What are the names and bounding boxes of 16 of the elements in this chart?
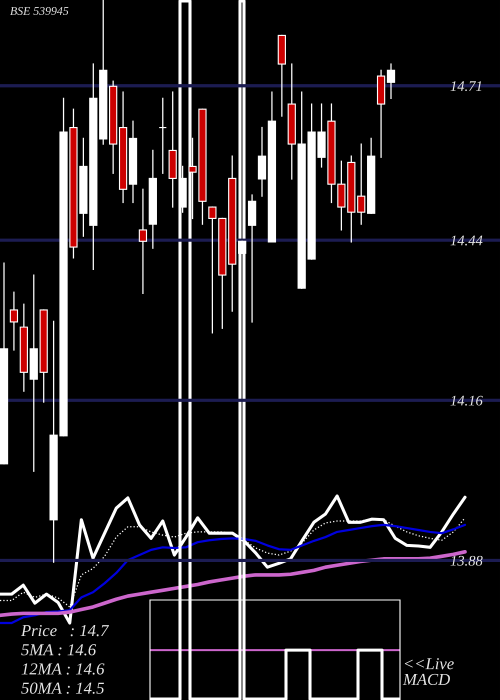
- annotation: 5MA : 14.6: [21, 644, 96, 656]
- annotation: 12MA : 14.6: [22, 663, 104, 675]
- candlestick: [188, 138, 197, 220]
- candlestick: [138, 188, 148, 294]
- candlestick: [10, 292, 18, 351]
- y-tick-label: 13.88: [450, 556, 483, 566]
- y-tick-label: 14.71: [450, 81, 482, 92]
- annotation: Price : 14.7: [20, 624, 110, 636]
- y-tick-label: 14.44: [450, 236, 482, 246]
- candlestick: [258, 126, 266, 197]
- candlestick: [386, 63, 396, 99]
- candlestick: [158, 98, 167, 174]
- annotation: 50MA : 14.5: [21, 682, 104, 694]
- chart-title: BSE 539945: [10, 7, 68, 15]
- y-tick-label: 14.16: [450, 396, 483, 406]
- text: <<Live MACD: [402, 658, 454, 686]
